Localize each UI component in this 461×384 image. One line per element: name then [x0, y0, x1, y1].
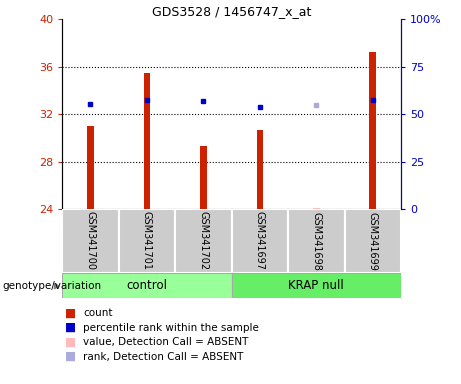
Text: count: count — [83, 308, 112, 318]
Text: genotype/variation: genotype/variation — [2, 281, 101, 291]
Text: GSM341697: GSM341697 — [255, 212, 265, 270]
Text: ■: ■ — [65, 350, 76, 363]
Bar — [62, 209, 118, 273]
Text: value, Detection Call = ABSENT: value, Detection Call = ABSENT — [83, 337, 248, 347]
Text: KRAP null: KRAP null — [289, 279, 344, 291]
Text: percentile rank within the sample: percentile rank within the sample — [83, 323, 259, 333]
Text: GSM341700: GSM341700 — [85, 212, 95, 270]
Bar — [288, 209, 344, 273]
Text: ■: ■ — [65, 336, 76, 349]
Text: GSM341702: GSM341702 — [198, 212, 208, 270]
Text: control: control — [126, 279, 167, 291]
Bar — [200, 146, 207, 209]
Title: GDS3528 / 1456747_x_at: GDS3528 / 1456747_x_at — [152, 5, 311, 18]
Bar — [344, 209, 401, 273]
Bar — [231, 209, 288, 273]
Text: ■: ■ — [65, 321, 76, 334]
Bar — [175, 209, 231, 273]
Bar — [313, 208, 320, 209]
Bar — [256, 130, 263, 209]
Text: ■: ■ — [65, 306, 76, 319]
Text: rank, Detection Call = ABSENT: rank, Detection Call = ABSENT — [83, 352, 243, 362]
Text: GSM341701: GSM341701 — [142, 212, 152, 270]
Polygon shape — [54, 283, 59, 289]
Bar — [62, 273, 231, 298]
Bar — [369, 53, 376, 209]
Bar — [231, 273, 401, 298]
Text: GSM341699: GSM341699 — [368, 212, 378, 270]
Bar — [87, 126, 94, 209]
Bar — [118, 209, 175, 273]
Text: GSM341698: GSM341698 — [311, 212, 321, 270]
Bar — [143, 73, 150, 209]
